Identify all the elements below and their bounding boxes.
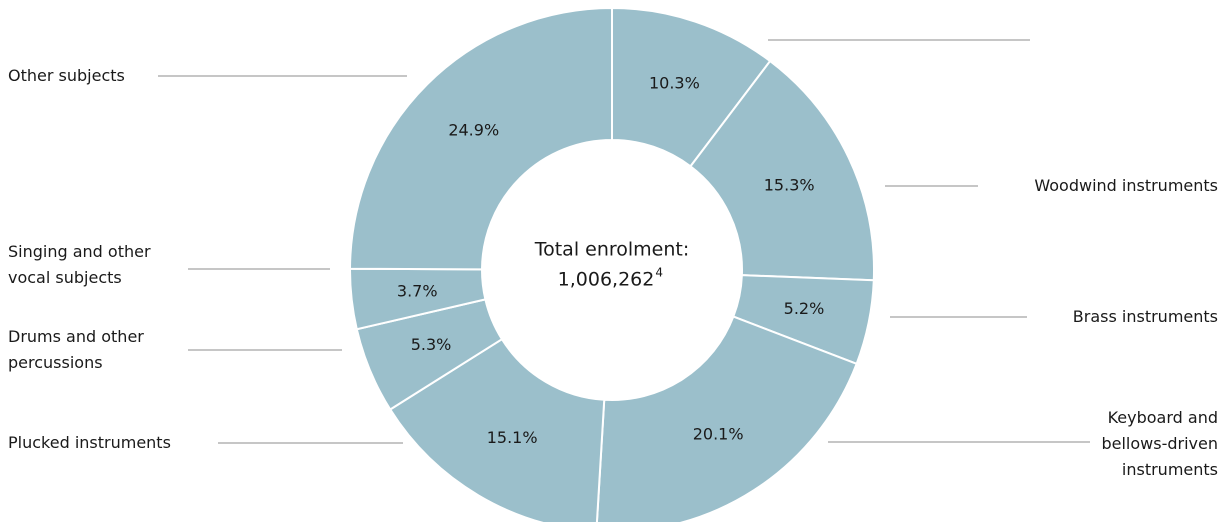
category-label: Singing and other vocal subjects — [8, 242, 151, 287]
value-label: 3.7% — [397, 281, 438, 300]
value-label: 5.3% — [411, 335, 452, 354]
category-label: Keyboard and bellows-driven instruments — [1101, 408, 1218, 479]
category-label: Drums and other percussions — [8, 327, 144, 372]
slice — [689, 59, 875, 282]
value-label: 15.1% — [487, 428, 538, 447]
value-label: 15.3% — [764, 176, 815, 195]
category-label: Woodwind instruments — [1034, 176, 1218, 195]
slice — [595, 315, 858, 522]
category-label: Other subjects — [8, 66, 125, 85]
value-label: 10.3% — [649, 74, 700, 93]
slice — [348, 6, 613, 271]
category-label: Brass instruments — [1073, 307, 1218, 326]
category-label: Plucked instruments — [8, 433, 171, 452]
value-label: 20.1% — [693, 424, 744, 443]
value-label: 5.2% — [784, 299, 825, 318]
slice — [388, 337, 606, 522]
center-total: 1,006,262 — [558, 269, 655, 291]
value-label: 24.9% — [448, 121, 499, 140]
donut — [348, 6, 875, 522]
footnote-mark: 4 — [655, 266, 663, 280]
center-label: Total enrolment: — [534, 239, 690, 261]
